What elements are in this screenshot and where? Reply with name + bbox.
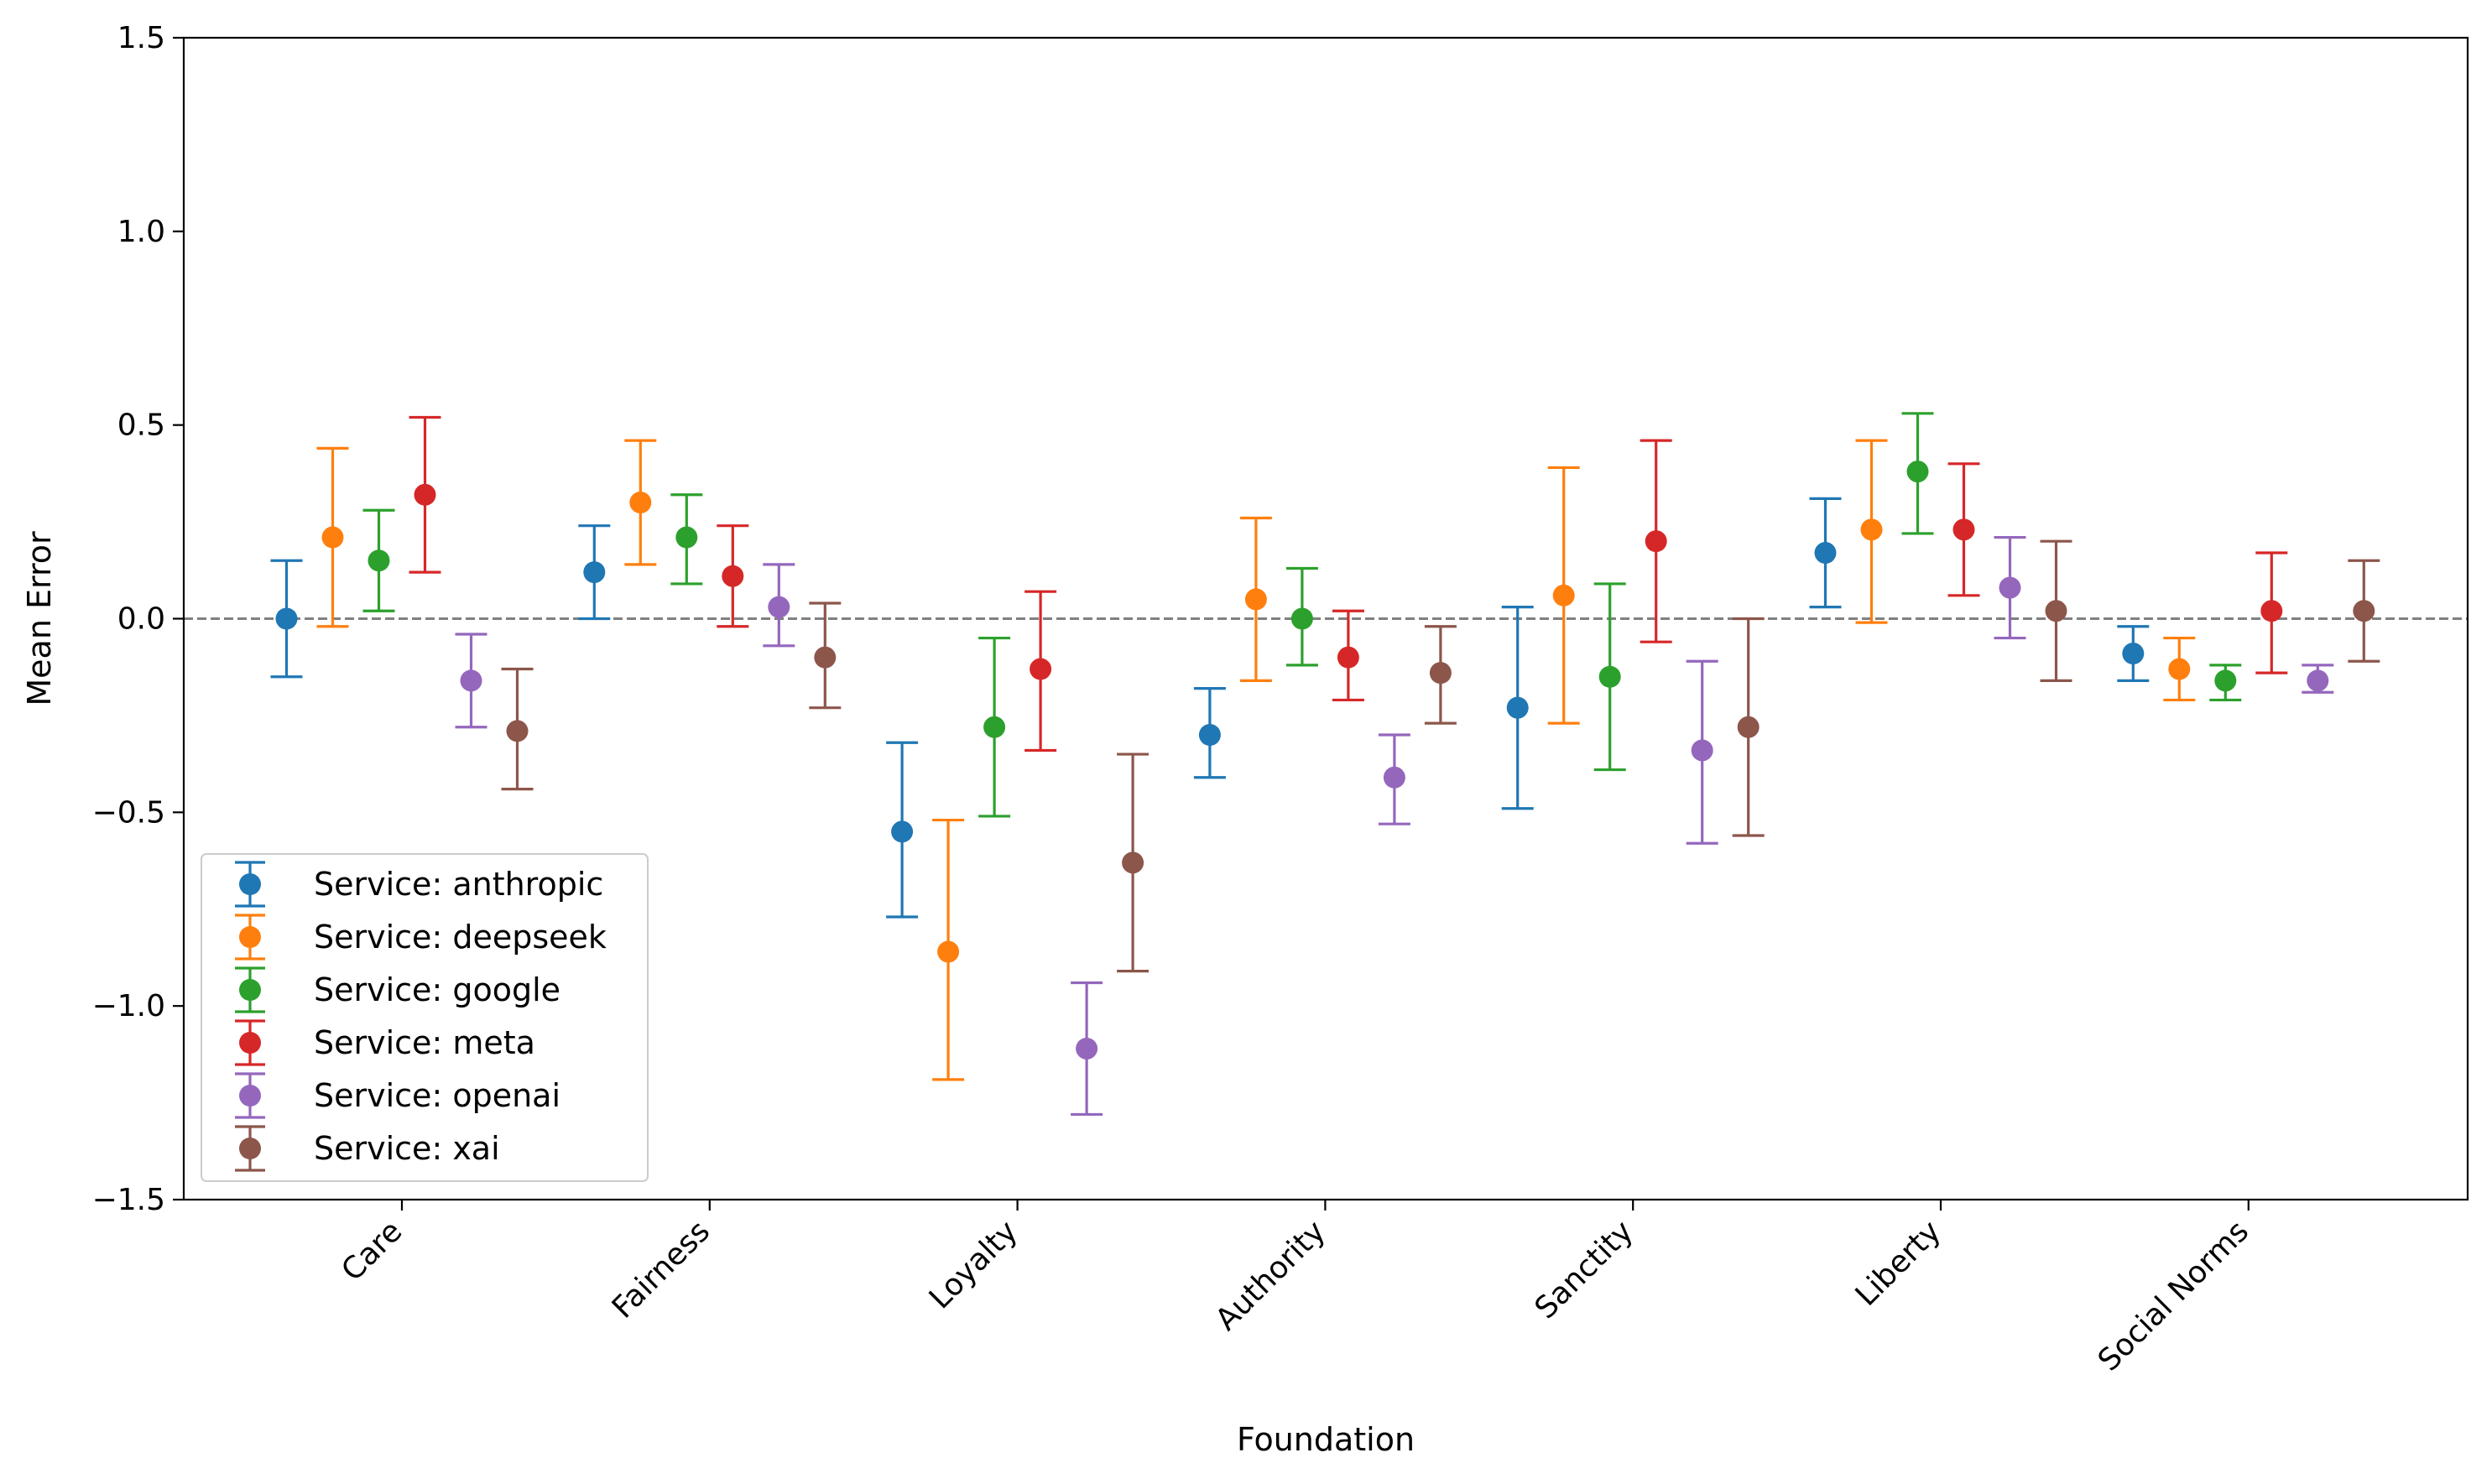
data-point [1906, 461, 1929, 483]
series-openai [455, 535, 2334, 1117]
legend-marker [239, 873, 261, 895]
data-point [506, 720, 529, 742]
data-point [1814, 542, 1837, 565]
data-point [2307, 669, 2329, 692]
data-point [1737, 716, 1760, 738]
data-point [1290, 607, 1313, 630]
legend-entry: Service: google [235, 966, 560, 1013]
series-anthropic [270, 497, 2150, 919]
data-point [583, 561, 606, 584]
data-point [2045, 600, 2067, 622]
legend-entry: Service: anthropic [235, 861, 603, 908]
y-tick-label: −1.0 [92, 989, 165, 1023]
plot-area [184, 412, 2468, 1117]
data-point [275, 607, 298, 630]
legend-marker [239, 1032, 261, 1054]
y-tick-label: 1.5 [117, 21, 165, 55]
legend-label: Service: openai [314, 1077, 560, 1114]
data-point [768, 596, 790, 618]
series-meta [409, 415, 2288, 752]
legend: Service: anthropic Service: deepseek Servi… [201, 853, 649, 1182]
data-point [722, 565, 744, 587]
legend-entry: Service: openai [235, 1072, 560, 1119]
legend-label: Service: xai [314, 1130, 500, 1167]
data-point [1691, 739, 1713, 762]
legend-label: Service: google [314, 971, 560, 1008]
data-point [414, 483, 436, 506]
data-point [1952, 518, 1975, 541]
y-tick-label: 1.0 [117, 215, 165, 249]
y-axis-title: Mean Error [21, 531, 58, 706]
data-point [1645, 530, 1667, 553]
data-point [321, 526, 344, 549]
legend-box [201, 853, 649, 1182]
legend-marker [239, 926, 261, 948]
data-point [368, 549, 390, 572]
y-tick-label: −1.5 [92, 1183, 165, 1217]
data-point [983, 716, 1006, 738]
data-point [2214, 669, 2237, 692]
series-deepseek [316, 439, 2196, 1081]
legend-label: Service: meta [314, 1024, 535, 1061]
legend-marker [239, 1138, 261, 1159]
data-point [675, 526, 698, 549]
data-point [1337, 646, 1359, 669]
data-point [814, 646, 837, 669]
data-point [937, 940, 960, 963]
legend-entry: Service: meta [235, 1019, 535, 1066]
data-point [2353, 600, 2375, 622]
data-point [1244, 588, 1267, 611]
y-tick-label: 0.5 [117, 409, 165, 443]
legend-label: Service: anthropic [314, 866, 603, 903]
x-axis-title: Foundation [1237, 1421, 1415, 1458]
data-point [2122, 643, 2145, 665]
data-point [1860, 518, 1883, 541]
legend-entry: Service: xai [235, 1125, 500, 1172]
data-point [1122, 851, 1144, 874]
series-google [362, 412, 2242, 818]
y-tick-label: 0.0 [117, 602, 165, 637]
data-point [460, 669, 482, 692]
data-point [2168, 658, 2191, 680]
legend-marker [239, 979, 261, 1001]
data-point [1076, 1037, 1098, 1060]
legend-marker [239, 1085, 261, 1106]
data-point [629, 492, 652, 513]
data-point [1429, 662, 1452, 685]
data-point [1198, 724, 1221, 746]
y-tick-label: −0.5 [92, 795, 165, 830]
data-point [891, 820, 914, 843]
legend-entry: Service: deepseek [235, 914, 607, 961]
data-point [2260, 600, 2283, 622]
series-xai [501, 539, 2380, 973]
data-point [1506, 696, 1529, 719]
data-point [1383, 766, 1405, 789]
legend-label: Service: deepseek [314, 919, 607, 955]
data-point [1598, 665, 1621, 688]
data-point [1030, 658, 1052, 680]
data-point [1999, 576, 2021, 599]
data-point [1552, 584, 1575, 607]
